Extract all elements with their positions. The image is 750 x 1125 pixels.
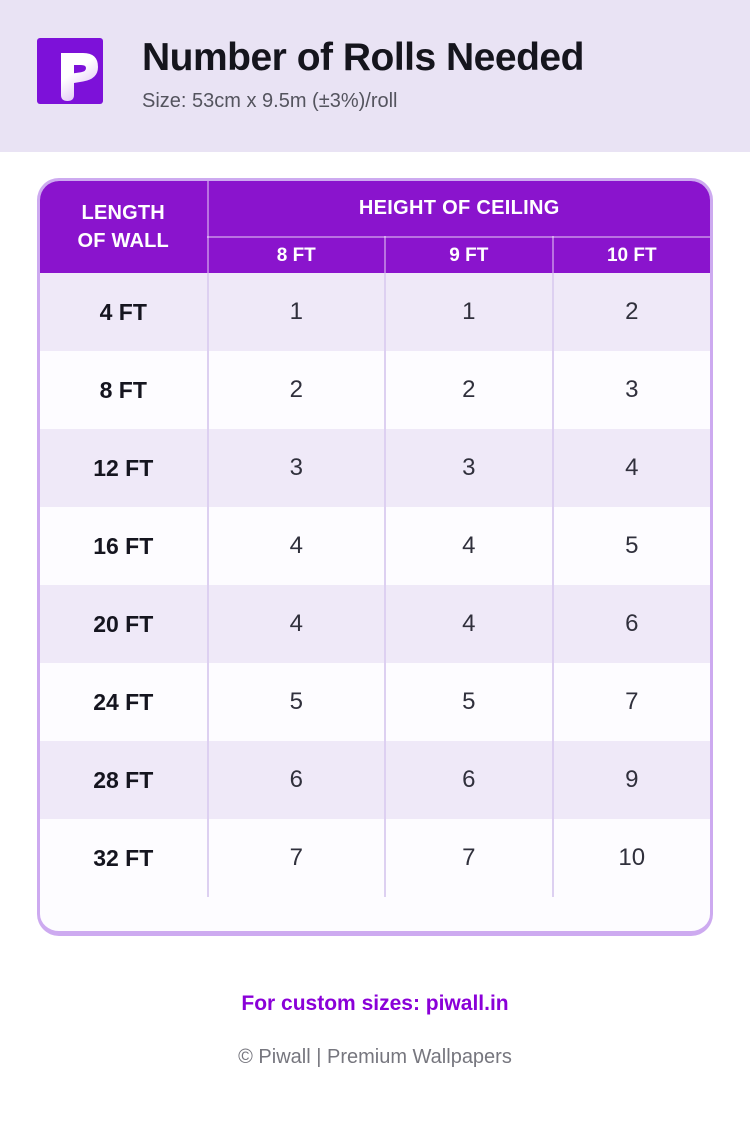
table-row: 12 FT 3 3 4	[40, 429, 710, 507]
header: Number of Rolls Needed Size: 53cm x 9.5m…	[0, 0, 750, 152]
row-label: 8 FT	[99, 376, 147, 403]
cell-value: 4	[384, 507, 553, 585]
row-label: 4 FT	[99, 298, 147, 325]
table-row: 24 FT 5 5 7	[40, 663, 710, 741]
page-subtitle: Size: 53cm x 9.5m (±3%)/roll	[142, 90, 398, 112]
cell-value: 2	[384, 351, 553, 429]
cell-value: 4	[206, 585, 386, 663]
cell-value: 1	[206, 273, 386, 351]
cell-value: 7	[384, 819, 553, 897]
footer: For custom sizes: piwall.in © Piwall | P…	[0, 992, 750, 1069]
rolls-table: LENGTH OF WALL HEIGHT OF CEILING 8 FT 9 …	[40, 181, 710, 897]
cell-value: 4	[551, 429, 710, 507]
row-label: 12 FT	[93, 454, 154, 481]
page-title: Number of Rolls Needed	[142, 36, 584, 79]
cell-value: 9	[551, 741, 710, 819]
table-row: 16 FT 4 4 5	[40, 507, 710, 585]
cell-value: 5	[384, 663, 553, 741]
row-label: 20 FT	[93, 610, 154, 637]
column-header-9ft: 9 FT	[384, 237, 553, 273]
cell-value: 6	[206, 741, 386, 819]
title-block: Number of Rolls Needed Size: 53cm x 9.5m…	[142, 38, 584, 113]
table-row: 4 FT 1 1 2	[40, 273, 710, 351]
row-label: 28 FT	[93, 766, 154, 793]
cell-value: 2	[206, 351, 386, 429]
copyright-text: © Piwall | Premium Wallpapers	[238, 1046, 512, 1068]
logo-p-icon	[37, 38, 103, 104]
table-row: 32 FT 7 7 10	[40, 819, 710, 897]
column-header-8ft: 8 FT	[206, 237, 386, 273]
rolls-table-card: LENGTH OF WALL HEIGHT OF CEILING 8 FT 9 …	[37, 178, 713, 936]
row-label: 32 FT	[93, 844, 154, 871]
piwall-logo	[37, 38, 103, 104]
cell-value: 7	[551, 663, 710, 741]
cell-value: 3	[206, 429, 386, 507]
cell-value: 4	[206, 507, 386, 585]
table-header: LENGTH OF WALL HEIGHT OF CEILING 8 FT 9 …	[40, 181, 710, 273]
cell-value: 4	[384, 585, 553, 663]
cell-value: 3	[384, 429, 553, 507]
cell-value: 3	[551, 351, 710, 429]
column-group-label: HEIGHT OF CEILING	[206, 181, 710, 238]
cell-value: 6	[551, 585, 710, 663]
cell-value: 7	[206, 819, 386, 897]
cell-value: 6	[384, 741, 553, 819]
table-row: 8 FT 2 2 3	[40, 351, 710, 429]
rolls-table-body: 4 FT 1 1 2 8 FT 2 2 3 12 FT 3 3 4 16 FT 4 4 5 20 FT 4 4 6 24…	[40, 273, 710, 897]
cell-value: 10	[551, 819, 710, 897]
table-row: 28 FT 6 6 9	[40, 741, 710, 819]
main-content: LENGTH OF WALL HEIGHT OF CEILING 8 FT 9 …	[0, 152, 750, 936]
row-label: 24 FT	[93, 688, 154, 715]
cell-value: 5	[551, 507, 710, 585]
column-header-10ft: 10 FT	[551, 237, 710, 273]
table-row: 20 FT 4 4 6	[40, 585, 710, 663]
cell-value: 1	[384, 273, 553, 351]
row-label: 16 FT	[93, 532, 154, 559]
cell-value: 5	[206, 663, 386, 741]
row-header-label: LENGTH OF WALL	[40, 181, 208, 273]
cell-value: 2	[551, 273, 710, 351]
custom-sizes-link[interactable]: For custom sizes: piwall.in	[241, 992, 509, 1015]
